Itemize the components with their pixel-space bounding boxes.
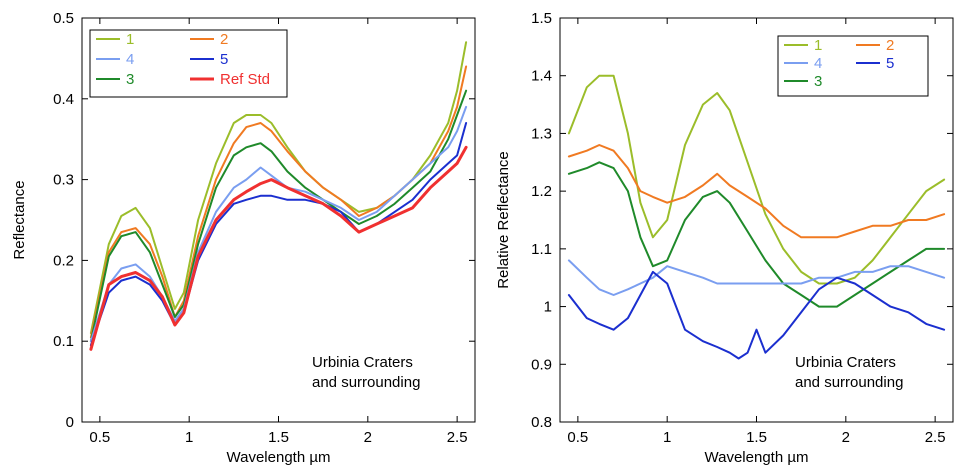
legend: 1 4 3 2 5 Ref Std — [89, 29, 288, 98]
legend-label: 4 — [126, 51, 134, 68]
y-axis-label: Relative Reflectance — [495, 151, 512, 289]
y-tick-label: 1.4 — [531, 68, 552, 85]
x-tick-label: 1.5 — [268, 429, 289, 446]
chart-panel-1: 0.5 1 1.5 2 2.5 0 0.1 0.2 0.3 0.4 0.5 Wavelength µm… — [11, 10, 476, 466]
series-line-3 — [567, 161, 946, 308]
y-tick-label: 0.5 — [53, 10, 74, 27]
x-tick-label: 2 — [364, 429, 372, 446]
legend-label: 5 — [220, 51, 228, 68]
x-tick-label: 0.5 — [89, 429, 110, 446]
x-tick-label: 2 — [842, 429, 850, 446]
y-tick-label: 0.4 — [53, 91, 74, 108]
legend-label: 1 — [814, 37, 822, 54]
y-tick-label: 0.2 — [53, 252, 74, 269]
series-group — [89, 41, 468, 351]
legend-label: 5 — [886, 55, 894, 72]
x-tick-label: 0.5 — [567, 429, 588, 446]
chart-panel-2: 0.5 1 1.5 2 2.5 0.8 0.9 1 1.1 1.2 1.3 1.4 1.5 Wavelen… — [495, 10, 954, 466]
legend-label: Ref Std — [220, 71, 270, 88]
x-axis-label: Wavelength µm — [705, 449, 809, 466]
y-tick-label: 0.8 — [531, 414, 552, 431]
legend-label: 2 — [220, 31, 228, 48]
legend-box — [89, 29, 288, 98]
annotation-text: Urbinia Craters — [312, 354, 413, 371]
x-tick-label: 2.5 — [447, 429, 468, 446]
y-axis-label: Reflectance — [11, 180, 28, 259]
series-group — [567, 74, 946, 360]
series-line-4 — [89, 105, 468, 343]
annotation-text: and surrounding — [312, 374, 420, 391]
legend-label: 3 — [126, 71, 134, 88]
x-tick-label: 1 — [185, 429, 193, 446]
y-tick-label: 1 — [544, 299, 552, 316]
y-tick-label: 1.5 — [531, 10, 552, 27]
y-tick-label: 0.3 — [53, 172, 74, 189]
y-tick-label: 0.1 — [53, 333, 74, 350]
x-tick-label: 1 — [663, 429, 671, 446]
series-line-5 — [567, 270, 946, 360]
series-line-3 — [89, 89, 468, 343]
series-line-1 — [567, 74, 946, 285]
series-line-ref-std — [89, 145, 468, 351]
x-axis-label: Wavelength µm — [227, 449, 331, 466]
y-tick-label: 0 — [66, 414, 74, 431]
series-line-4 — [567, 259, 946, 296]
y-tick-label: 0.9 — [531, 356, 552, 373]
x-tick-label: 1.5 — [746, 429, 767, 446]
legend-label: 4 — [814, 55, 822, 72]
legend: 143 25 — [777, 35, 929, 97]
x-tick-label: 2.5 — [925, 429, 946, 446]
series-line-5 — [89, 122, 468, 347]
series-line-2 — [567, 144, 946, 239]
y-tick-label: 1.2 — [531, 183, 552, 200]
annotation-text: and surrounding — [795, 374, 903, 391]
legend-label: 3 — [814, 73, 822, 90]
y-tick-label: 1.1 — [531, 241, 552, 258]
legend-label: 1 — [126, 31, 134, 48]
y-tick-label: 1.3 — [531, 125, 552, 142]
legend-label: 2 — [886, 37, 894, 54]
annotation-text: Urbinia Craters — [795, 354, 896, 371]
